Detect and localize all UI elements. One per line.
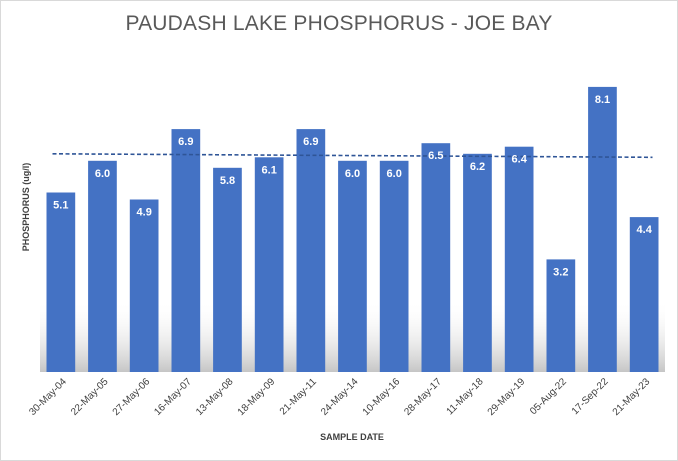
x-tick-label: 30-May-04 [27,376,69,418]
bar-27-May-06 [129,199,159,372]
x-tick-label: 28-May-17 [402,376,444,418]
data-label-05-Aug-22: 3.2 [553,266,568,278]
data-label-13-May-08: 5.8 [220,175,235,187]
x-tick-label: 17-Sep-22 [570,376,611,417]
x-tick-label: 16-May-07 [152,376,194,418]
data-label-24-May-14: 6.0 [345,168,360,180]
data-label-21-May-23: 4.4 [637,224,653,236]
x-tick-label: 22-May-05 [69,376,111,418]
bar-16-May-07 [171,129,201,372]
bar-13-May-08 [213,167,242,372]
bar-05-Aug-22 [546,259,576,372]
bar-17-Sep-22 [588,86,617,373]
bar-11-May-18 [463,153,492,372]
data-label-11-May-18: 6.2 [470,161,485,173]
trendline [52,153,653,159]
x-tick-label: 21-May-23 [611,376,653,418]
x-tick-label: 27-May-06 [111,376,153,418]
bar-21-May-23 [629,217,659,372]
bar-28-May-17 [421,143,451,372]
bar-29-May-19 [504,146,534,372]
bar-24-May-14 [338,160,367,372]
data-label-30-May-04: 5.1 [53,200,68,212]
bar-10-May-16 [379,160,409,372]
bar-22-May-05 [88,160,117,372]
data-label-28-May-17: 6.5 [428,150,443,162]
data-label-18-May-09: 6.1 [262,164,277,176]
chart-title: PAUDASH LAKE PHOSPHORUS - JOE BAY [125,12,553,35]
x-axis-title: SAMPLE DATE [320,432,384,442]
x-tick-label: 21-May-11 [278,376,319,417]
data-label-27-May-06: 4.9 [137,207,152,219]
data-label-21-May-11: 6.9 [303,136,318,148]
data-label-17-Sep-22: 8.1 [595,94,610,106]
data-label-16-May-07: 6.9 [178,136,193,148]
x-tick-label: 29-May-19 [486,376,528,418]
data-label-10-May-16: 6.0 [387,168,402,180]
x-tick-label: 05-Aug-22 [528,376,569,417]
bar-21-May-11 [296,129,326,372]
x-tick-label: 11-May-18 [445,376,486,417]
bar-30-May-04 [46,192,76,372]
data-label-22-May-05: 6.0 [95,168,110,180]
y-axis-title: PHOSPHORUS (ug/l) [21,163,31,252]
x-tick-label: 18-May-09 [236,376,278,418]
data-label-29-May-19: 6.4 [512,154,528,166]
bar-18-May-09 [254,157,284,372]
x-tick-label: 13-May-08 [194,376,236,418]
x-tick-label: 10-May-16 [361,376,403,418]
x-tick-label: 24-May-14 [319,376,361,418]
